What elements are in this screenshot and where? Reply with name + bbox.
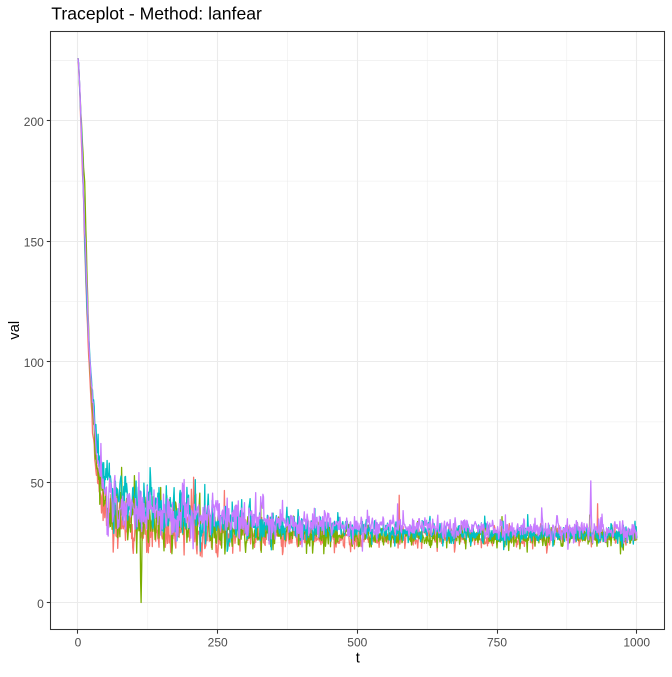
svg-text:200: 200 bbox=[24, 115, 44, 129]
svg-text:250: 250 bbox=[208, 635, 228, 649]
svg-text:1000: 1000 bbox=[623, 635, 650, 649]
svg-text:Traceplot - Method: lanfear: Traceplot - Method: lanfear bbox=[51, 3, 262, 23]
svg-text:500: 500 bbox=[347, 635, 367, 649]
svg-text:50: 50 bbox=[30, 476, 44, 490]
svg-text:750: 750 bbox=[487, 635, 507, 649]
svg-text:100: 100 bbox=[24, 356, 44, 370]
svg-text:0: 0 bbox=[75, 635, 82, 649]
svg-text:150: 150 bbox=[24, 236, 44, 250]
svg-text:0: 0 bbox=[37, 597, 44, 611]
svg-text:t: t bbox=[356, 650, 360, 666]
svg-text:val: val bbox=[7, 321, 23, 340]
